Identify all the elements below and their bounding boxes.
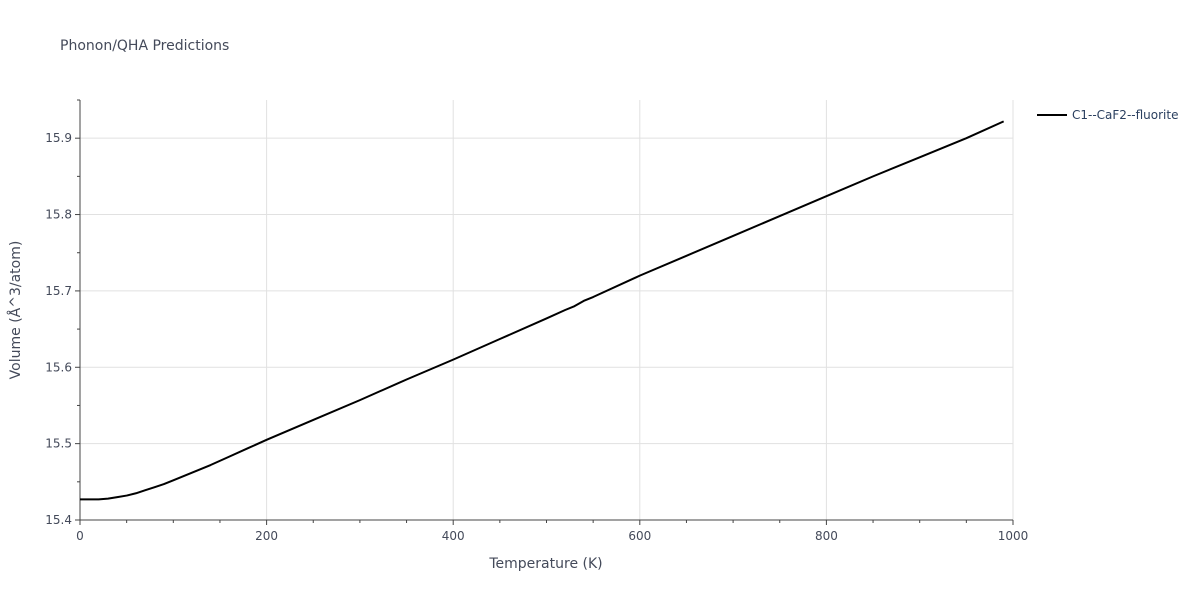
legend[interactable]: C1--CaF2--fluorite: [1037, 108, 1178, 122]
axes: [75, 99, 1014, 525]
y-tick-label: 15.4: [45, 513, 72, 527]
x-axis-title: Temperature (K): [488, 556, 602, 572]
x-tick-label: 600: [628, 529, 651, 543]
y-axis-ticks: 15.4 15.5 15.6 15.7 15.8 15.9: [45, 131, 72, 527]
plot-area: [80, 120, 1005, 501]
y-tick-label: 15.9: [45, 131, 72, 145]
x-tick-label: 200: [255, 529, 278, 543]
x-axis-ticks: 0 200 400 600 800 1000: [76, 529, 1028, 543]
y-tick-label: 15.5: [45, 437, 72, 451]
x-tick-label: 800: [815, 529, 838, 543]
gridlines: [80, 100, 1014, 520]
y-axis-title: Volume (Å^3/atom): [7, 241, 24, 380]
y-tick-label: 15.6: [45, 360, 72, 374]
chart-title: Phonon/QHA Predictions: [60, 38, 229, 54]
x-tick-label: 400: [442, 529, 465, 543]
series-line: [80, 120, 1005, 501]
x-tick-label: 1000: [998, 529, 1029, 543]
y-tick-label: 15.7: [45, 284, 72, 298]
legend-label: C1--CaF2--fluorite: [1072, 108, 1178, 122]
y-tick-label: 15.8: [45, 208, 72, 222]
x-tick-label: 0: [76, 529, 84, 543]
